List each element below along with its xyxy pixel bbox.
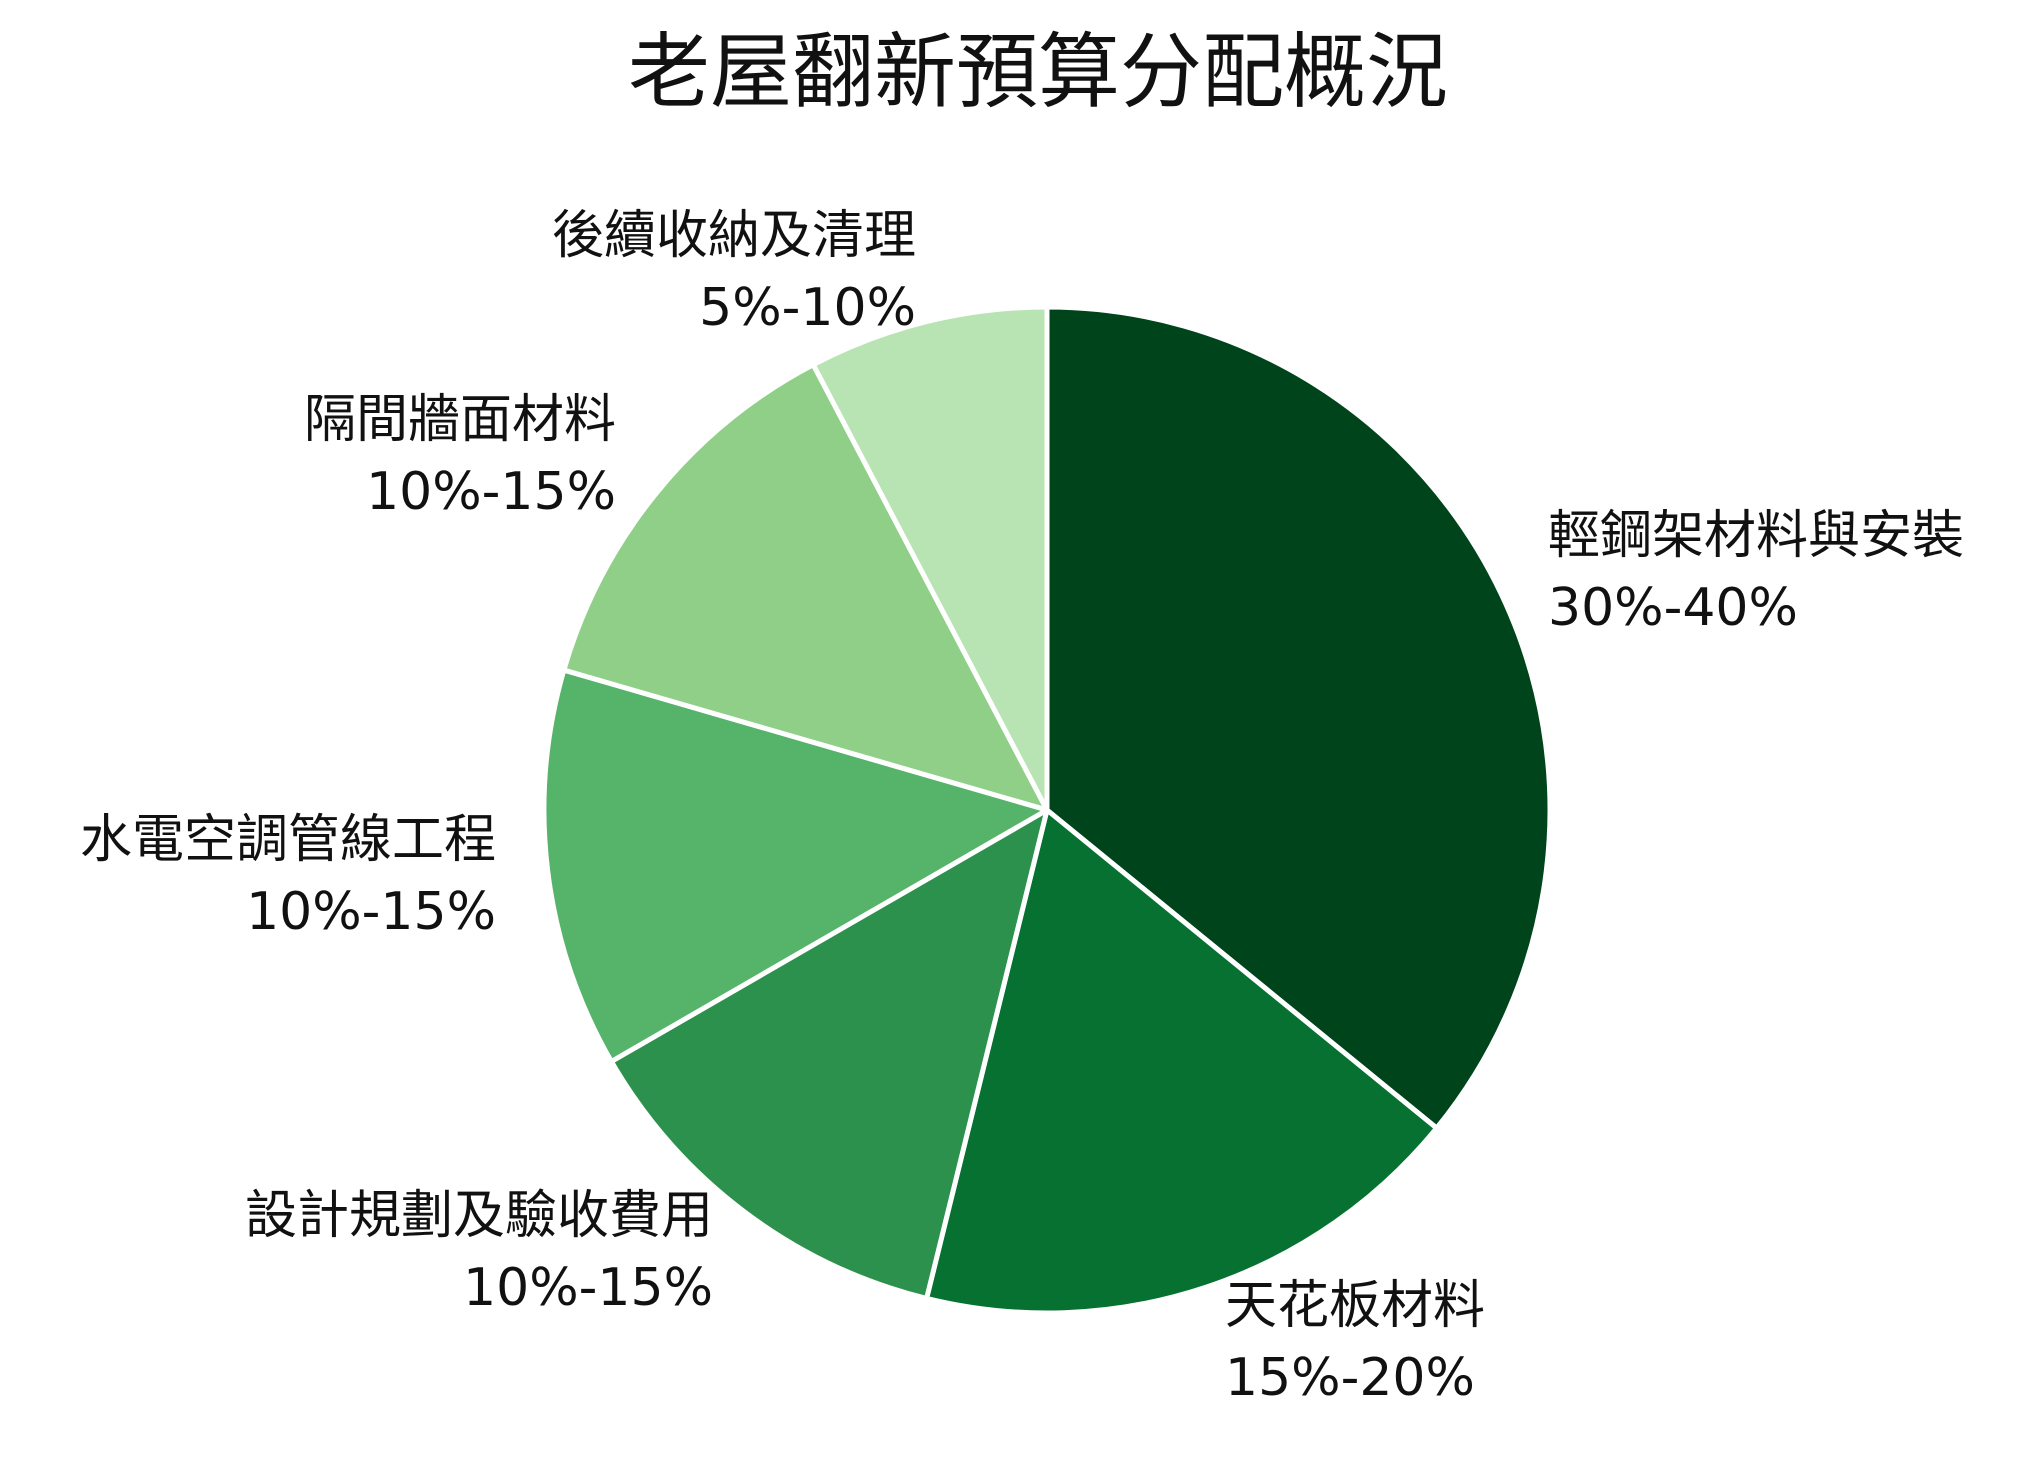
slice-value-label: 5%-10% xyxy=(699,278,916,338)
pie-slice xyxy=(1044,304,1553,1131)
slice-label: 輕鋼架材料與安裝 xyxy=(1548,506,1964,566)
slice-label: 水電空調管線工程 xyxy=(80,810,496,870)
pie-slice xyxy=(541,667,1050,1064)
slice-labels: 輕鋼架材料與安裝 30%-40% 天花板材料 15%-20% 設計規劃及驗收費用 10%-… xyxy=(80,206,1964,1408)
slice-value-label: 10%-15% xyxy=(366,462,616,522)
slice-value-label: 10%-15% xyxy=(246,882,496,942)
pie-slice xyxy=(810,304,1050,813)
slice-value-label: 30%-40% xyxy=(1548,578,1798,638)
slice-label: 後續收納及清理 xyxy=(552,206,916,266)
slice-value-label: 15%-20% xyxy=(1225,1348,1475,1408)
pie-slice xyxy=(561,362,1050,813)
slice-label: 天花板材料 xyxy=(1225,1276,1485,1336)
pie-slice xyxy=(924,807,1440,1316)
slice-value-label: 10%-15% xyxy=(463,1258,713,1318)
chart-title: 老屋翻新預算分配概況 xyxy=(628,25,1448,120)
slice-label: 設計規劃及驗收費用 xyxy=(245,1186,713,1246)
slice-label: 隔間牆面材料 xyxy=(304,390,616,450)
pie-slice xyxy=(608,807,1050,1301)
pie-slices xyxy=(541,304,1553,1316)
